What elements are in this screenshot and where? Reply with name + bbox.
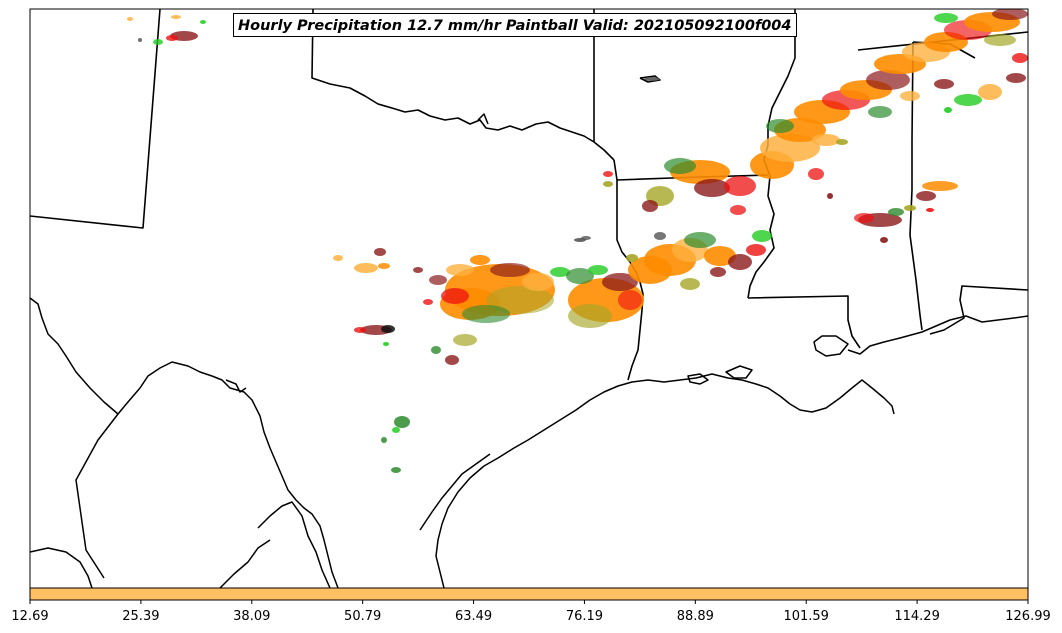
colorbar-tick-label: 25.39 [122, 609, 159, 624]
precip-paintball [127, 9, 1028, 473]
colorbar-ticks: 12.69 25.39 38.09 50.79 63.49 76.19 88.89 101.5… [11, 600, 1051, 624]
precip-northwest [127, 15, 206, 45]
colorbar-tick-label: 126.99 [1005, 609, 1051, 624]
colorbar-tick-label: 114.29 [894, 609, 940, 624]
colorbar-tick-label: 88.89 [677, 609, 714, 624]
colorbar-tick-label: 50.79 [344, 609, 381, 624]
colorbar-tick-label: 76.19 [566, 609, 603, 624]
colorbar: 12.69 25.39 38.09 50.79 63.49 76.19 88.89 101.5… [11, 587, 1051, 624]
colorbar-tick-label: 12.69 [11, 609, 48, 624]
colorbar-tick-label: 63.49 [455, 609, 492, 624]
international-border [30, 297, 339, 588]
map-title: Hourly Precipitation 12.7 mm/hr Paintbal… [233, 13, 797, 37]
coastline [225, 113, 1028, 588]
precip-cluster-central [566, 230, 772, 328]
colorbar-tick-label: 101.59 [783, 609, 829, 624]
precip-cluster-east [854, 181, 958, 243]
precip-scattered [333, 77, 660, 473]
colorbar-tick-label: 38.09 [233, 609, 270, 624]
base-map [30, 9, 1028, 588]
precip-cluster-texas [413, 255, 570, 365]
precip-cluster-midsouth [642, 9, 1028, 215]
colorbar-fill [29, 587, 1029, 601]
